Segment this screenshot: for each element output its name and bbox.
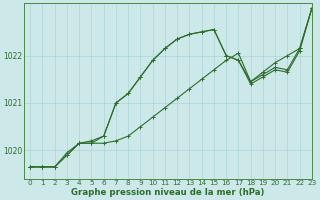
X-axis label: Graphe pression niveau de la mer (hPa): Graphe pression niveau de la mer (hPa) (71, 188, 265, 197)
